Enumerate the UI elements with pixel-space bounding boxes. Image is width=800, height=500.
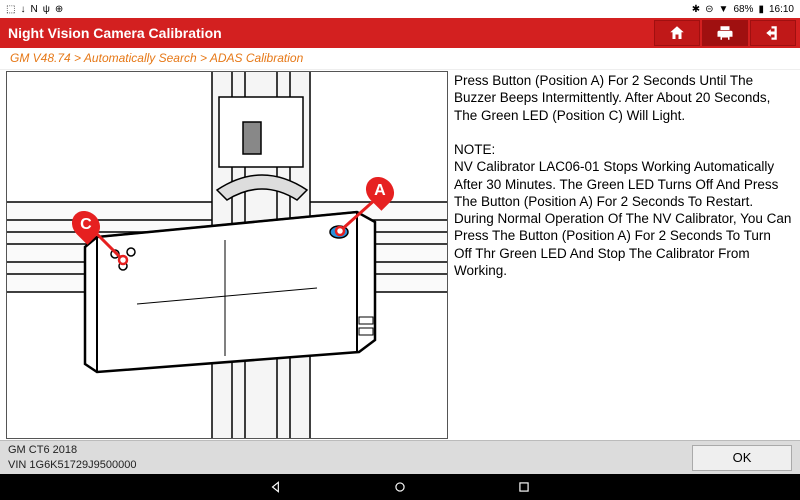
status-right-icons: ✱ ⊝ ▼ 68% ▮ 16:10 — [692, 4, 794, 15]
nav-recent-icon[interactable] — [517, 480, 531, 494]
exit-icon — [764, 24, 782, 42]
calibrator-diagram — [7, 72, 447, 438]
bluetooth-icon: ✱ — [692, 4, 700, 15]
vehicle-model: GM CT6 2018 — [8, 443, 136, 457]
wifi-icon: ▼ — [719, 4, 729, 15]
status-icon: ⬚ — [6, 4, 15, 15]
callout-c-label: C — [80, 216, 92, 234]
content-area: A C Press Button (Position A) For 2 Seco… — [0, 70, 800, 440]
status-icon: ↓ — [20, 4, 25, 15]
app-header: Night Vision Camera Calibration — [0, 18, 800, 48]
android-nav-bar — [0, 474, 800, 500]
exit-button[interactable] — [750, 20, 796, 46]
instructions-panel: Press Button (Position A) For 2 Seconds … — [452, 70, 800, 440]
vehicle-info: GM CT6 2018 VIN 1G6K51729J9500000 — [8, 443, 136, 472]
home-button[interactable] — [654, 20, 700, 46]
note-label: NOTE: — [454, 141, 792, 158]
ok-button[interactable]: OK — [692, 445, 792, 471]
nav-home-icon[interactable] — [393, 480, 407, 494]
instruction-p2: NV Calibrator LAC06-01 Stops Working Aut… — [454, 158, 792, 279]
android-status-bar: ⬚ ↓ N ψ ⊕ ✱ ⊝ ▼ 68% ▮ 16:10 — [0, 0, 800, 18]
status-left-icons: ⬚ ↓ N ψ ⊕ — [6, 4, 63, 15]
battery-pct: 68% — [733, 4, 753, 15]
status-icon: N — [30, 4, 37, 15]
status-icon: ⊕ — [55, 4, 63, 15]
diagram-panel: A C — [6, 71, 448, 439]
callout-a-label: A — [374, 182, 386, 200]
sync-icon: ⊝ — [705, 4, 713, 15]
nav-back-icon[interactable] — [269, 480, 283, 494]
home-icon — [668, 24, 686, 42]
battery-icon: ▮ — [758, 4, 764, 15]
print-icon — [716, 24, 734, 42]
vehicle-vin: VIN 1G6K51729J9500000 — [8, 458, 136, 472]
clock: 16:10 — [769, 4, 794, 15]
footer-bar: GM CT6 2018 VIN 1G6K51729J9500000 OK — [0, 440, 800, 474]
page-title: Night Vision Camera Calibration — [8, 25, 654, 41]
status-icon: ψ — [43, 4, 50, 15]
instruction-p1: Press Button (Position A) For 2 Seconds … — [454, 72, 792, 124]
print-button[interactable] — [702, 20, 748, 46]
breadcrumb: GM V48.74 > Automatically Search > ADAS … — [0, 48, 800, 70]
